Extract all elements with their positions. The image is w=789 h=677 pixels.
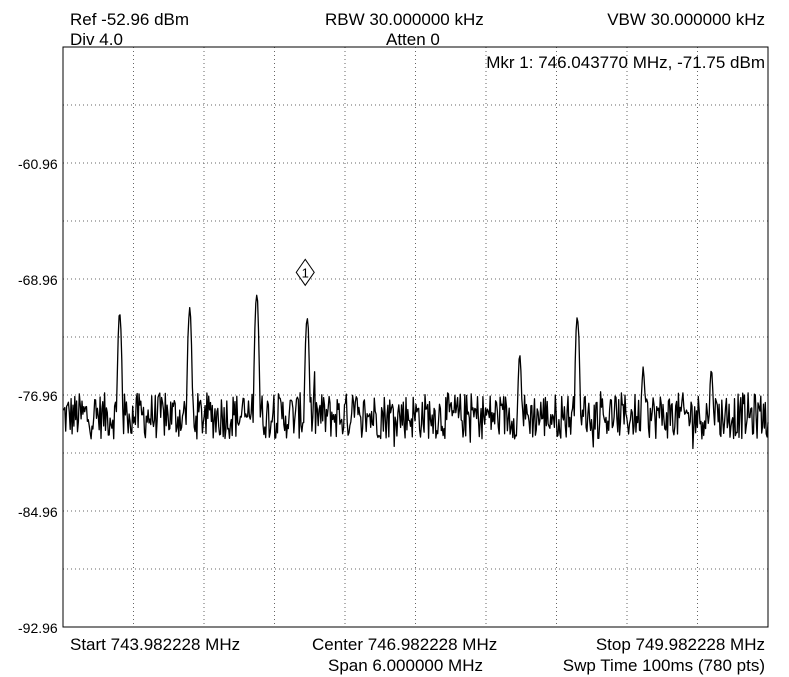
marker-1[interactable]: 1 [295, 258, 315, 287]
vbw-setting: VBW 30.000000 kHz [607, 10, 765, 29]
plot-frame [62, 46, 769, 628]
y-tick-label: -68.96 [18, 272, 58, 288]
y-tick-label: -76.96 [18, 388, 58, 404]
y-tick-label: -60.96 [18, 156, 58, 172]
atten-setting: Atten 0 [386, 30, 440, 49]
marker-number: 1 [302, 265, 309, 280]
marker-diamond-icon[interactable] [295, 258, 315, 287]
sweep-time: Swp Time 100ms (780 pts) [562, 656, 765, 675]
ref-level: Ref -52.96 dBm [70, 10, 190, 29]
center-frequency: Center 746.982228 MHz [312, 635, 498, 654]
marker-readout: Mkr 1: 746.043770 MHz, -71.75 dBm [486, 53, 765, 72]
spectrum-trace [62, 294, 769, 450]
rbw-setting: RBW 30.000000 kHz [325, 10, 484, 29]
start-frequency: Start 743.982228 MHz [70, 635, 241, 654]
y-tick-label: -92.96 [18, 620, 58, 636]
div-scale: Div 4.0 [70, 30, 123, 49]
span-setting: Span 6.000000 MHz [328, 656, 483, 675]
y-tick-label: -84.96 [18, 504, 58, 520]
stop-frequency: Stop 749.982228 MHz [595, 635, 765, 654]
grid [63, 47, 768, 627]
